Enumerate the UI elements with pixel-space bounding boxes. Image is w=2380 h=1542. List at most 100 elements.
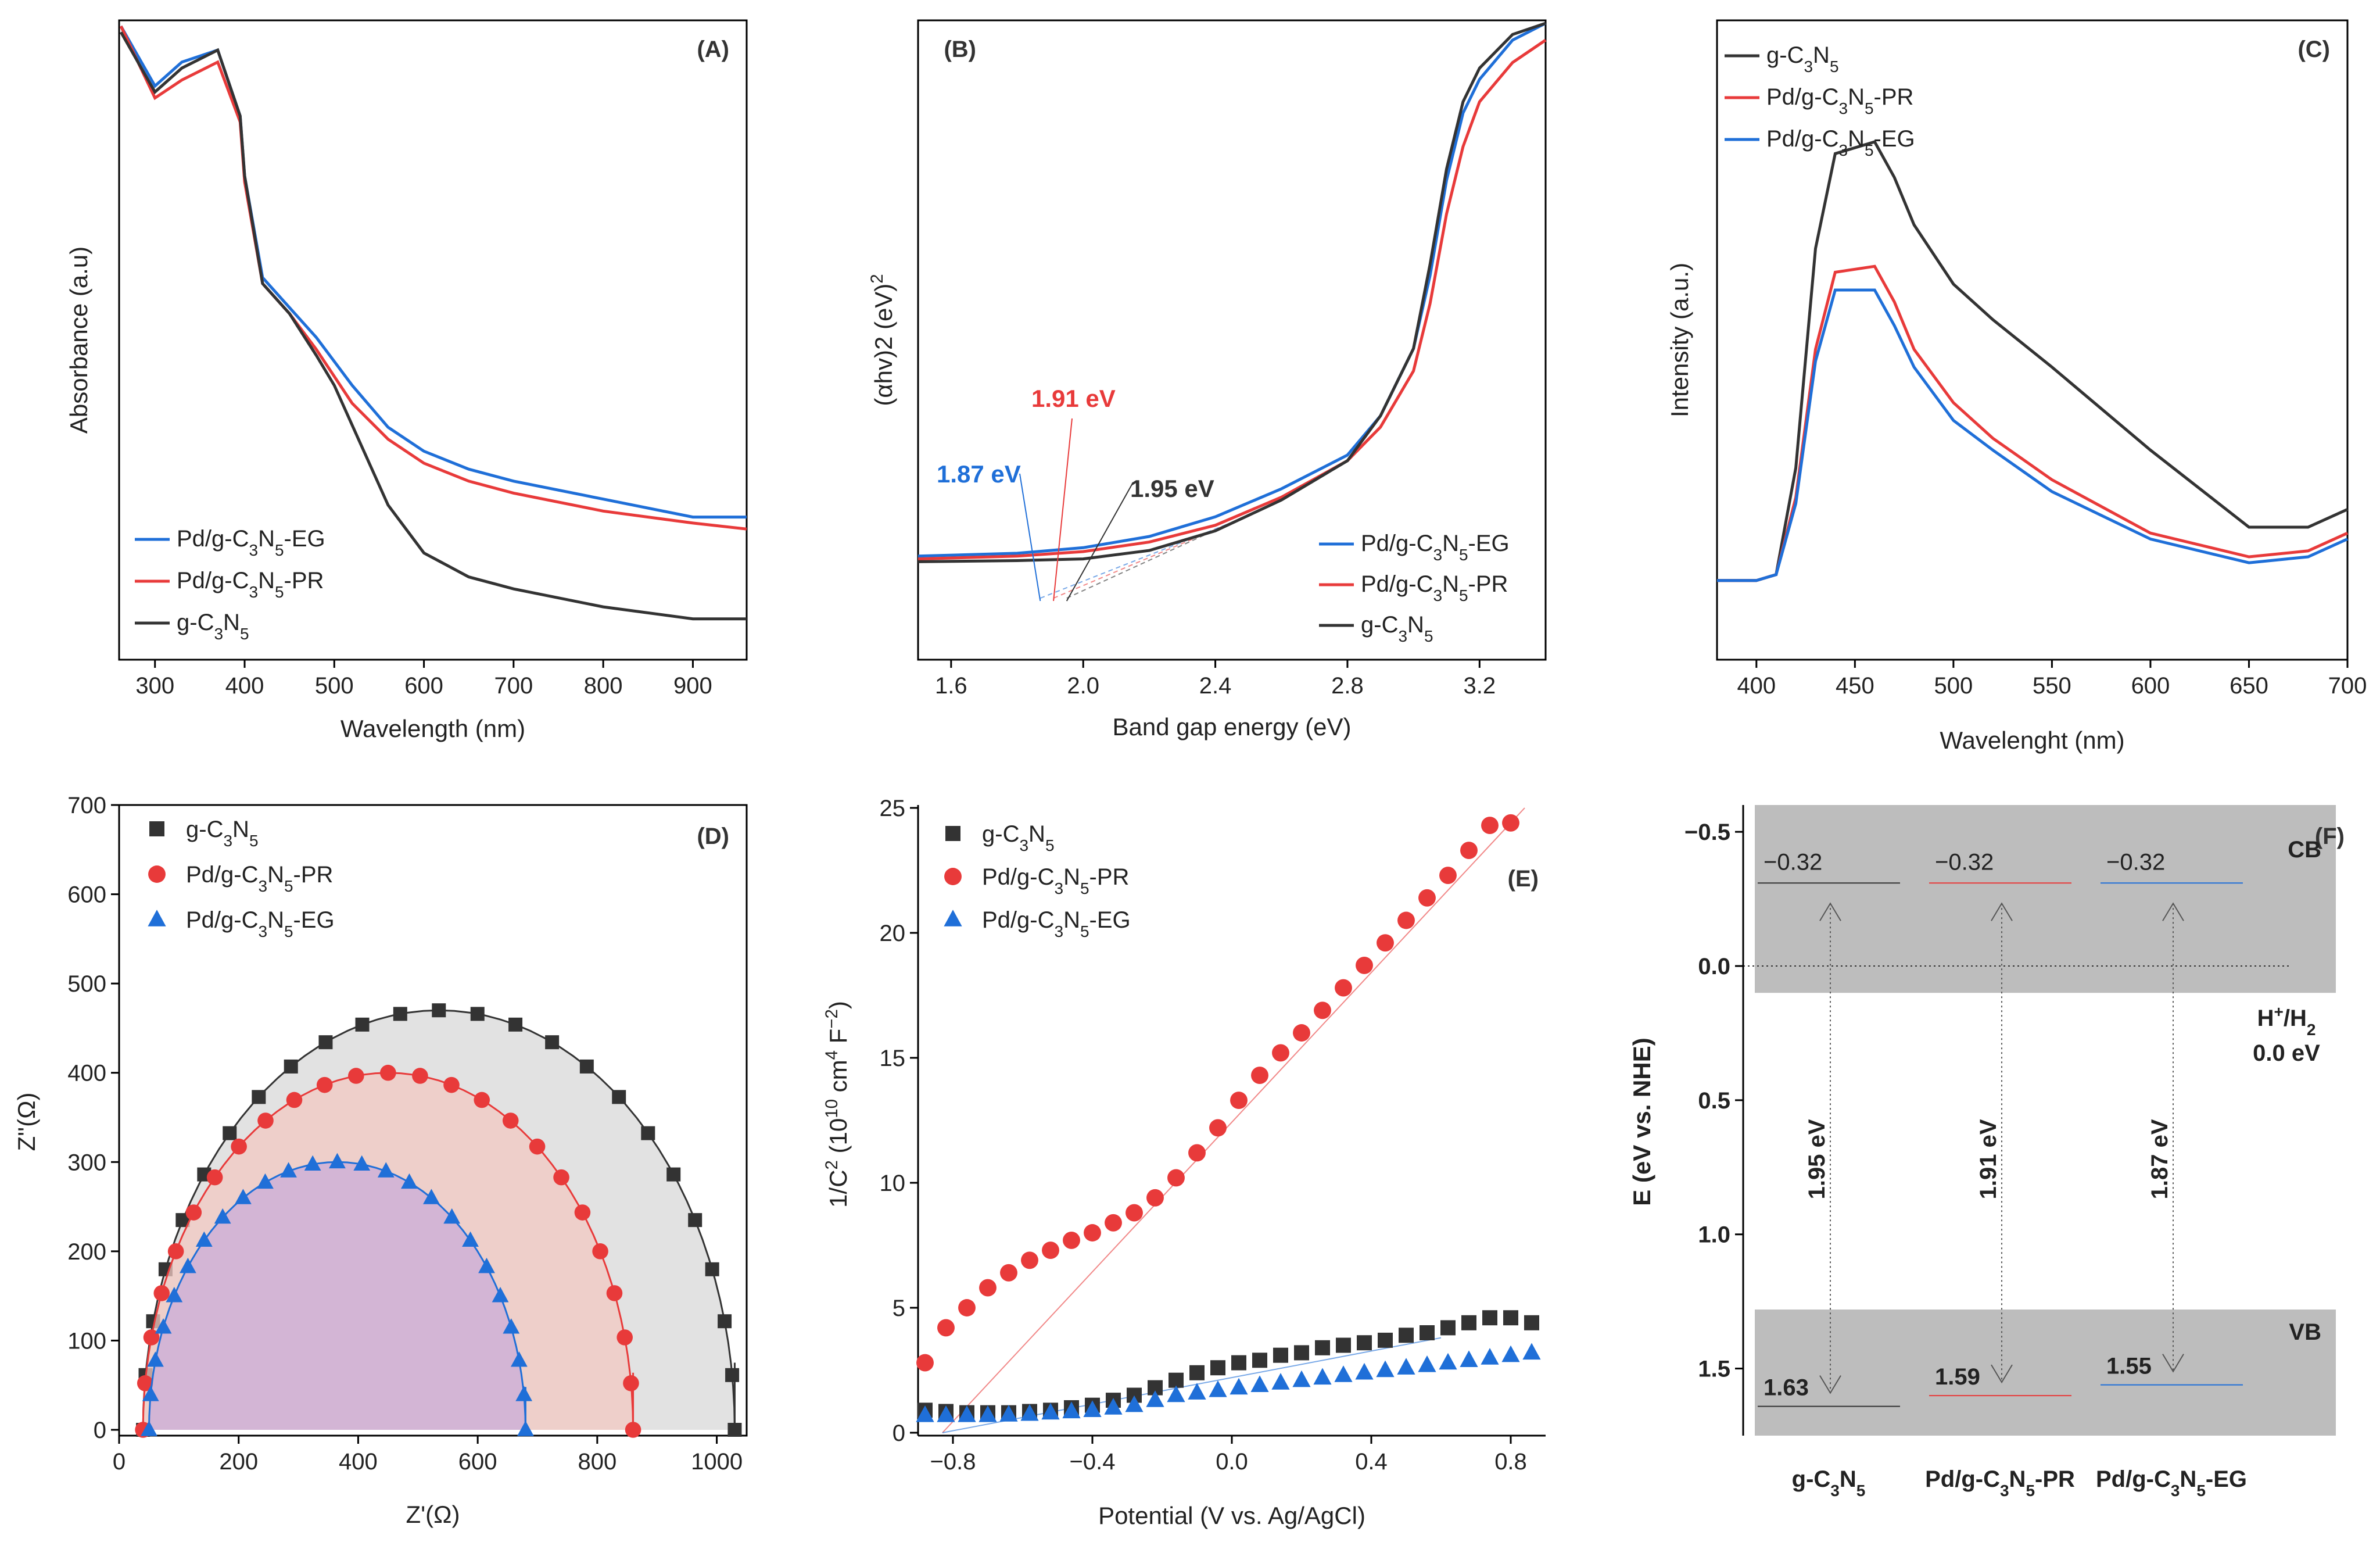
- x-tick-label: 500: [1934, 673, 1973, 699]
- cb-value: −0.32: [1935, 849, 1994, 875]
- y-tick-label: −0.5: [1684, 820, 1730, 845]
- legend-label: Pd/g-C3N5-EG: [1766, 126, 1915, 159]
- data-point-triangle: [166, 1287, 183, 1303]
- panel-tag: (D): [697, 824, 729, 849]
- data-point-square: [393, 1007, 407, 1021]
- x-tick-label: −0.8: [930, 1449, 976, 1475]
- plot-frame: [1716, 19, 2349, 661]
- x-tick-label: 800: [578, 1449, 616, 1475]
- annotation-label: 1.91 eV: [1031, 385, 1116, 412]
- data-point-triangle: [1167, 1385, 1185, 1403]
- panel-f: −0.5 0.0 0.5 1.0 1.5 E (eV vs. NHE) (F)CB VB H+/…: [1628, 805, 2345, 1500]
- y-axis-label: 1/C2 (1010 cm4 F−2): [822, 1001, 852, 1208]
- y-axis-label: Absorbance (a.u): [65, 246, 92, 434]
- data-point-triangle: [443, 1208, 461, 1224]
- vb-value: 1.63: [1764, 1375, 1809, 1401]
- y-tick-label: 300: [67, 1150, 106, 1175]
- data-point-triangle: [1230, 1378, 1248, 1395]
- data-point-circle: [606, 1285, 623, 1301]
- data-point-triangle: [478, 1257, 495, 1273]
- data-point-circle: [1042, 1242, 1059, 1260]
- x-tick-label: 2.0: [1067, 673, 1099, 699]
- x-tick-label: 500: [315, 673, 354, 699]
- legend-label: g-C3N5: [186, 817, 259, 850]
- data-point-square: [718, 1314, 732, 1329]
- annotation-label: 1.95 eV: [1130, 475, 1214, 502]
- x-tick-label: 800: [584, 673, 623, 699]
- data-point-triangle: [1460, 1350, 1478, 1367]
- data-point-circle: [937, 1319, 955, 1337]
- data-point-triangle: [1501, 1345, 1520, 1362]
- data-point-triangle: [1188, 1383, 1206, 1400]
- data-point-square: [1482, 1310, 1497, 1326]
- data-point-triangle: [1439, 1353, 1457, 1370]
- data-point-circle: [1146, 1189, 1164, 1207]
- data-point-triangle: [1062, 1401, 1081, 1419]
- data-point-triangle: [1334, 1365, 1353, 1382]
- data-point-circle: [1251, 1067, 1268, 1085]
- data-point-circle: [1230, 1092, 1248, 1110]
- data-point-square: [1210, 1360, 1225, 1376]
- data-point-circle: [443, 1076, 460, 1093]
- data-point-square: [318, 1035, 333, 1050]
- data-point-circle: [1105, 1214, 1122, 1232]
- data-point-circle: [1021, 1251, 1038, 1269]
- data-point-square: [284, 1059, 298, 1074]
- y-tick-label: 15: [880, 1046, 906, 1071]
- data-point-triangle: [214, 1208, 231, 1224]
- x-tick-label: 450: [1836, 673, 1874, 699]
- data-point-circle: [1439, 867, 1457, 885]
- data-point-circle: [1084, 1224, 1101, 1242]
- data-point-circle: [916, 1354, 934, 1372]
- data-point-triangle: [377, 1162, 395, 1178]
- data-point-triangle: [179, 1257, 196, 1273]
- data-point-circle: [574, 1204, 591, 1221]
- data-point-triangle: [517, 1421, 534, 1436]
- x-tick-label: 600: [2131, 673, 2170, 699]
- material-name: g-C3N5: [1792, 1466, 1866, 1500]
- legend-label: Pd/g-C3N5-EG: [186, 907, 335, 940]
- data-point-triangle: [937, 1405, 955, 1422]
- data-point-square: [432, 1003, 446, 1018]
- panel-c: 400 450 500 550 600 650 700 Wavelenght (nm) Inte…: [1666, 19, 2367, 754]
- data-point-square: [1169, 1372, 1184, 1388]
- data-point-triangle: [1376, 1360, 1395, 1378]
- data-point-circle: [1460, 842, 1478, 860]
- data-point-triangle: [304, 1155, 321, 1171]
- data-point-square: [1503, 1310, 1518, 1326]
- panel-tag: (F): [2315, 824, 2345, 849]
- data-point-square: [149, 821, 164, 836]
- data-point-circle: [153, 1285, 170, 1301]
- legend-label: g-C3N5: [1361, 612, 1433, 645]
- up-arrowhead: [1991, 902, 2013, 921]
- legend-label: Pd/g-C3N5-PR: [1766, 84, 1913, 117]
- material-name: Pd/g-C3N5-EG: [2096, 1466, 2247, 1500]
- data-point-square: [545, 1035, 560, 1050]
- data-point-square: [1294, 1345, 1309, 1361]
- data-point-triangle: [1481, 1348, 1499, 1365]
- data-point-circle: [1502, 814, 1519, 832]
- data-point-circle: [1209, 1119, 1227, 1137]
- legend-label: Pd/g-C3N5-PR: [1361, 571, 1508, 604]
- data-point-circle: [616, 1329, 633, 1346]
- data-point-square: [579, 1059, 594, 1074]
- x-tick-label: 400: [225, 673, 264, 699]
- data-point-square: [705, 1262, 719, 1276]
- data-point-triangle: [515, 1386, 533, 1401]
- x-tick-label: 700: [2328, 673, 2367, 699]
- panel-d: 0 200 400 600 800 1000 0 100 200 300 400 500 600 700 Z…: [13, 793, 748, 1528]
- up-arrowhead: [1819, 902, 1841, 921]
- data-point-square: [1378, 1332, 1393, 1348]
- x-tick-label: 700: [494, 673, 533, 699]
- data-point-circle: [167, 1243, 184, 1260]
- data-point-square: [1189, 1365, 1205, 1380]
- data-point-triangle: [916, 1405, 934, 1422]
- x-tick-label: 1.6: [935, 673, 967, 699]
- legend-label: g-C3N5: [1766, 42, 1839, 76]
- y-tick-label: 600: [67, 882, 106, 908]
- data-point-circle: [1314, 1001, 1331, 1019]
- mott-schottky-fit: [942, 807, 1525, 1433]
- panel-tag: (B): [944, 37, 976, 62]
- data-point-triangle: [235, 1189, 252, 1204]
- data-point-square: [1231, 1355, 1246, 1371]
